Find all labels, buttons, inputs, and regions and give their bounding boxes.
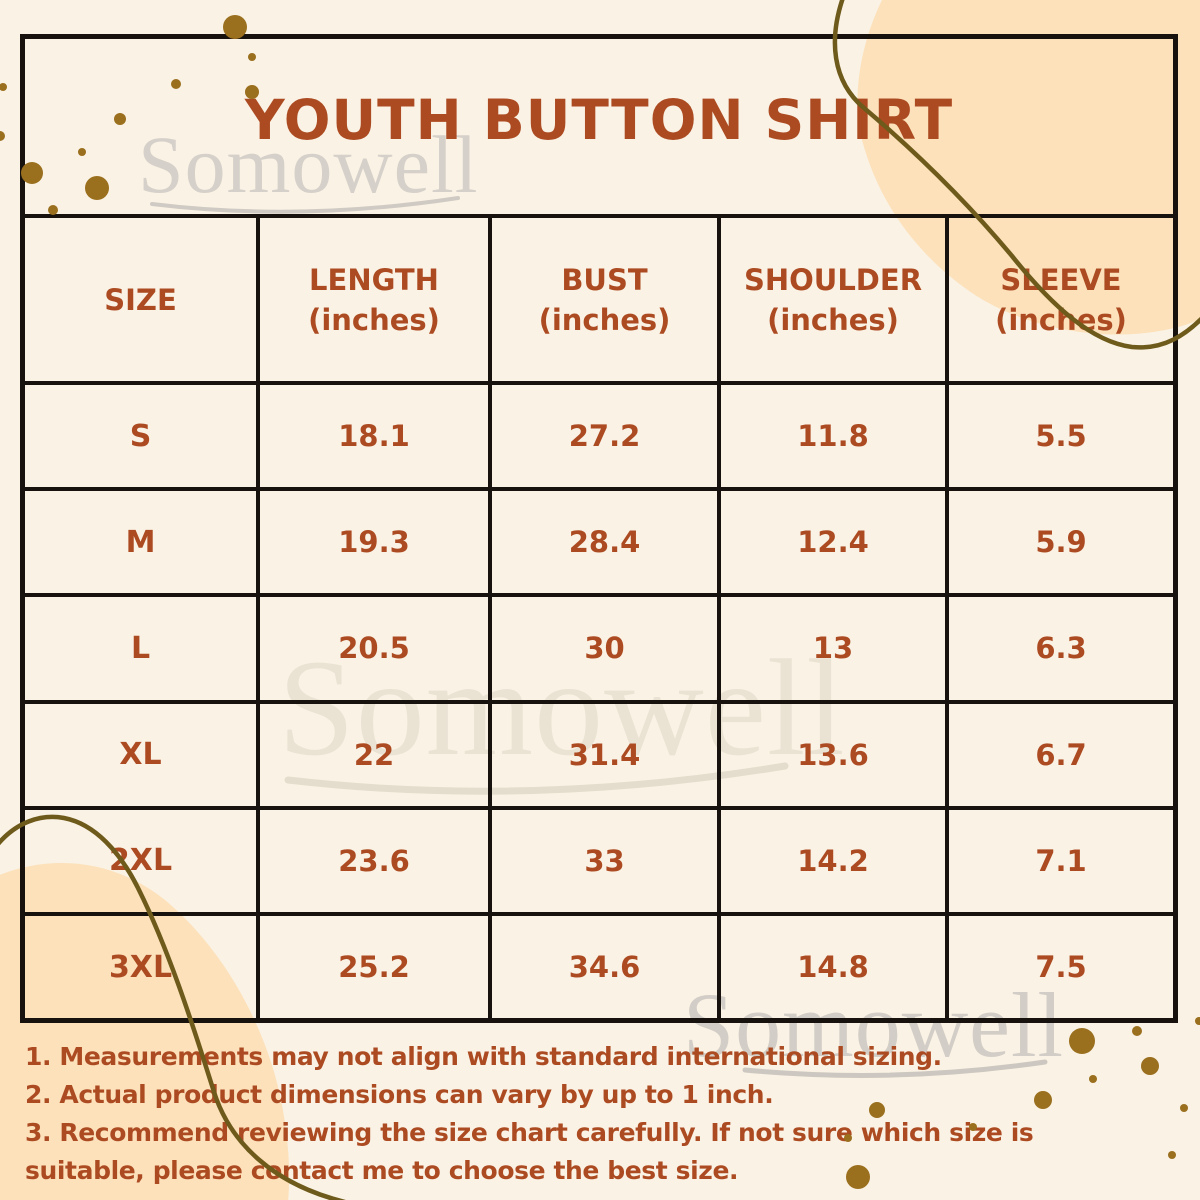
table-row-size: 3XL — [23, 913, 258, 1021]
table-cell: 5.9 — [947, 489, 1175, 596]
table-cell: 33 — [490, 807, 719, 914]
table-row-size: M — [23, 489, 258, 596]
table-cell: 25.2 — [258, 913, 490, 1021]
note-line-2: 2. Actual product dimensions can vary by… — [25, 1080, 774, 1109]
watermark-top: Somowell — [138, 119, 479, 210]
table-cell: 6.3 — [947, 595, 1175, 702]
header-size: SIZE — [23, 216, 258, 383]
note-line-4: suitable, please contact me to choose th… — [25, 1156, 739, 1185]
table-row-size: L — [23, 595, 258, 702]
watermark-middle: Somowell — [278, 631, 846, 784]
table-cell: 34.6 — [490, 913, 719, 1021]
footer-notes: 1. Measurements may not align with stand… — [25, 1038, 1185, 1190]
title-cell: YOUTH BUTTON SHIRT — [23, 37, 1175, 216]
size-chart-table: YOUTH BUTTON SHIRT SIZE LENGTH (inches) … — [20, 34, 1178, 1023]
table-cell: 20.5 — [258, 595, 490, 702]
table-cell: 14.2 — [719, 807, 947, 914]
header-length: LENGTH (inches) — [258, 216, 490, 383]
table-row-size: S — [23, 383, 258, 490]
table-cell: 30 — [490, 595, 719, 702]
header-bust: BUST (inches) — [490, 216, 719, 383]
table-cell: 11.8 — [719, 383, 947, 490]
note-line-3: 3. Recommend reviewing the size chart ca… — [25, 1118, 1034, 1147]
table-cell: 7.1 — [947, 807, 1175, 914]
note-line-1: 1. Measurements may not align with stand… — [25, 1042, 942, 1071]
page-title: YOUTH BUTTON SHIRT — [244, 87, 954, 152]
table-cell: 19.3 — [258, 489, 490, 596]
table-cell: 28.4 — [490, 489, 719, 596]
header-sleeve: SLEEVE (inches) — [947, 216, 1175, 383]
header-shoulder: SHOULDER (inches) — [719, 216, 947, 383]
table-cell: 14.8 — [719, 913, 947, 1021]
table-cell: 5.5 — [947, 383, 1175, 490]
table-cell: 18.1 — [258, 383, 490, 490]
table-cell: 27.2 — [490, 383, 719, 490]
table-row-size: XL — [23, 701, 258, 808]
watermark-bottom: Somowell — [683, 974, 1065, 1076]
table-cell: 31.4 — [490, 701, 719, 808]
table-cell: 12.4 — [719, 489, 947, 596]
table-cell: 6.7 — [947, 701, 1175, 808]
table-cell: 13 — [719, 595, 947, 702]
table-cell: 7.5 — [947, 913, 1175, 1021]
table-cell: 23.6 — [258, 807, 490, 914]
table-row-size: 2XL — [23, 807, 258, 914]
table-cell: 13.6 — [719, 701, 947, 808]
table-cell: 22 — [258, 701, 490, 808]
